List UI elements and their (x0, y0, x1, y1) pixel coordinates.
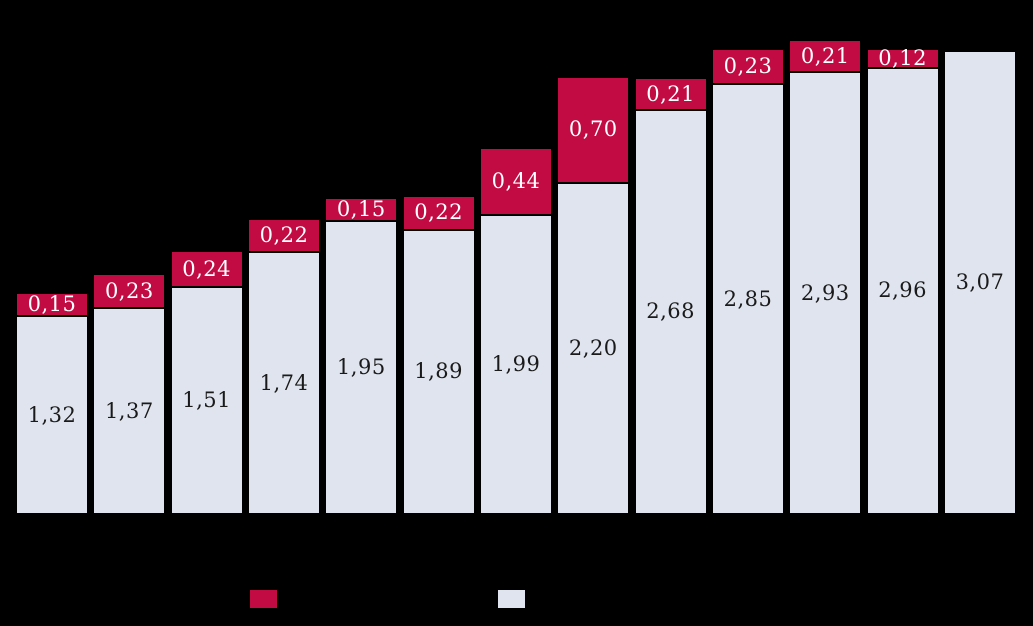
bar-9-red-segment: 0,21 (633, 77, 708, 109)
bar-6-light-value-label: 1,89 (414, 359, 464, 384)
bar-12-light-value-label: 2,96 (878, 278, 927, 303)
bar-3-light-value-label: 1,51 (182, 388, 232, 413)
bar-10-red-value-label: 0,23 (723, 54, 773, 79)
bar-9-light-value-label: 2,68 (646, 299, 695, 324)
bar-10-light-segment: 2,85 (710, 83, 785, 515)
bar-3-light-segment: 1,51 (169, 286, 244, 515)
bar-11-light-segment: 2,93 (788, 71, 863, 515)
bar-5-light-segment: 1,95 (324, 219, 399, 515)
bar-6-red-value-label: 0,22 (414, 200, 464, 225)
bar-4-light-segment: 1,74 (246, 251, 321, 515)
bar-1-light-value-label: 1,32 (27, 402, 77, 427)
bar-4-red-value-label: 0,22 (259, 223, 309, 248)
bar-4-light-value-label: 1,74 (259, 370, 309, 395)
bar-5-light-value-label: 1,95 (336, 354, 386, 379)
bar-9-red-value-label: 0,21 (646, 81, 695, 106)
bar-6-red-segment: 0,22 (401, 195, 476, 229)
bar-8-red-segment: 0,70 (556, 75, 631, 182)
bar-7-red-segment: 0,44 (478, 146, 553, 214)
bar-7-light-value-label: 1,99 (491, 351, 541, 376)
bar-1-red-value-label: 0,15 (27, 292, 77, 317)
bar-10-red-segment: 0,23 (710, 48, 785, 84)
bar-7-light-segment: 1,99 (478, 213, 553, 515)
bar-9-light-segment: 2,68 (633, 108, 708, 515)
bar-10-light-value-label: 2,85 (723, 286, 773, 311)
bar-12-red-value-label: 0,12 (878, 45, 927, 70)
bar-1-red-segment: 0,15 (15, 292, 89, 315)
bar-13-light-value-label: 3,07 (955, 269, 1005, 294)
bar-12-red-segment: 0,12 (865, 45, 940, 70)
bar-4-red-segment: 0,22 (246, 218, 321, 252)
bar-5-red-value-label: 0,15 (336, 196, 386, 221)
bar-2-light-segment: 1,37 (92, 307, 167, 515)
bar-2-red-value-label: 0,23 (104, 278, 154, 303)
bar-11-red-value-label: 0,21 (800, 43, 850, 68)
bar-13-light-segment: 3,07 (942, 49, 1017, 515)
bar-2-light-value-label: 1,37 (104, 398, 154, 423)
bar-1-light-segment: 1,32 (15, 315, 89, 515)
bar-8-red-value-label: 0,70 (568, 117, 618, 142)
bar-8-light-value-label: 2,20 (568, 335, 618, 360)
bar-7-red-value-label: 0,44 (491, 168, 541, 193)
bar-3-red-segment: 0,24 (169, 249, 244, 287)
bar-6-light-segment: 1,89 (401, 228, 476, 515)
bar-12-light-segment: 2,96 (865, 66, 940, 515)
bar-11-light-value-label: 2,93 (800, 280, 850, 305)
bar-2-red-segment: 0,23 (92, 272, 167, 308)
bar-3-red-value-label: 0,24 (182, 256, 232, 281)
bar-11-red-segment: 0,21 (788, 39, 863, 72)
bar-8-light-segment: 2,20 (556, 181, 631, 515)
bar-5-red-segment: 0,15 (324, 196, 399, 221)
